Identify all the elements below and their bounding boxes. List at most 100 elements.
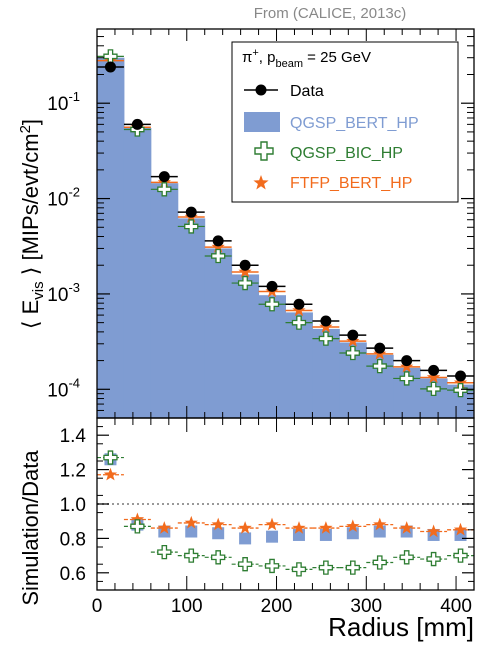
ftfp-point	[400, 359, 414, 373]
ratio-bert-point	[212, 527, 225, 540]
bic-point	[264, 297, 280, 312]
x-tick-label: 200	[261, 596, 293, 617]
bic-point	[426, 381, 441, 397]
bottom-y-axis-label: Simulation/Data	[18, 450, 43, 606]
data-point	[266, 280, 278, 292]
data-point	[428, 364, 440, 376]
x-tick-label: 0	[92, 596, 103, 617]
ratio-ftfp-point	[373, 517, 387, 531]
legend-label-bic: QGSP_BIC_HP	[290, 145, 403, 162]
top-y-tick-label: 10-4	[47, 375, 80, 401]
legend-entry-bert: QGSP_BERT_HP	[244, 112, 419, 132]
bert-bin	[258, 295, 286, 418]
ratio-ftfp-point	[346, 519, 360, 532]
legend-label-bert: QGSP_BERT_HP	[290, 115, 419, 132]
ratio-bic-point	[103, 450, 118, 465]
ratio-ftfp-point	[453, 522, 468, 536]
ratio-bert-point	[239, 532, 252, 545]
ratio-ftfp-point	[265, 517, 279, 531]
bic-point	[184, 219, 199, 234]
data-point	[293, 298, 305, 310]
ratio-bic-point	[184, 548, 199, 563]
x-axis-label: Radius [mm]	[328, 612, 474, 642]
ratio-bic-point	[399, 550, 414, 565]
ratio-bic-point	[372, 555, 387, 570]
ratio-ftfp-point	[211, 517, 225, 531]
data-point	[347, 329, 359, 341]
data-point	[185, 206, 197, 218]
ratio-bic-point	[345, 560, 360, 575]
ftfp-point	[453, 375, 468, 389]
x-tick-label: 400	[440, 596, 472, 617]
data-point	[158, 171, 170, 183]
bert-bin	[97, 57, 125, 418]
data-point	[212, 235, 224, 247]
ratio-bert-point	[266, 530, 279, 543]
ratio-bic-point	[264, 558, 280, 574]
bottom-y-tick-label: 0.8	[60, 529, 86, 550]
ratio-bic-point	[426, 551, 441, 567]
bic-point	[211, 248, 226, 264]
legend: π+, pbeam = 25 GeV Data QGSP_BERT_HP QGS…	[231, 41, 459, 203]
data-point	[320, 315, 332, 327]
top-y-axis-label: ⟨ Evis ⟩ [MIPs/evt/cm2]	[17, 119, 47, 329]
ftfp-point	[426, 370, 441, 384]
bottom-y-tick-label: 1.2	[60, 461, 86, 482]
data-point	[131, 118, 143, 130]
bic-point	[157, 182, 172, 197]
legend-star-ftfp	[253, 175, 269, 190]
data-point	[374, 342, 386, 354]
ratio-bic-point	[211, 550, 226, 565]
bic-point	[237, 275, 253, 291]
data-point	[104, 61, 116, 73]
ratio-ftfp-point	[319, 521, 333, 534]
bottom-y-tick-label: 1.0	[60, 495, 86, 516]
data-point	[401, 355, 413, 367]
legend-label-ftfp: FTFP_BERT_HP	[290, 175, 412, 192]
data-point	[239, 259, 251, 271]
legend-entry-ftfp: FTFP_BERT_HP	[253, 175, 412, 192]
ratio-ftfp-point	[103, 467, 118, 481]
ratio-bic-point	[291, 562, 307, 577]
ratio-bic-point	[318, 560, 334, 575]
ratio-ftfp-point	[130, 512, 145, 526]
ftfp-point	[238, 265, 252, 278]
ratio-ftfp-point	[400, 521, 414, 534]
ratio-bic-point	[130, 519, 145, 534]
ratio-ftfp-point	[292, 521, 306, 534]
ratio-bic-point	[157, 545, 172, 560]
bic-point	[345, 345, 360, 361]
bert-bin	[150, 183, 179, 418]
top-y-tick-label: 10-2	[47, 185, 80, 211]
x-tick-label: 100	[171, 596, 203, 617]
bic-point	[372, 358, 387, 374]
bottom-y-tick-label: 1.4	[60, 426, 87, 447]
ftfp-point	[211, 240, 225, 253]
ratio-ftfp-point	[157, 521, 171, 534]
ratio-bic-point	[237, 557, 253, 572]
top-markers	[97, 49, 474, 398]
bic-point	[399, 371, 414, 386]
top-y-tick-label: 10-1	[47, 89, 80, 115]
ratio-ftfp-point	[238, 521, 252, 534]
bert-bin	[231, 274, 260, 418]
ratio-bert-point	[185, 525, 198, 538]
bic-point	[453, 382, 468, 398]
ratio-ftfp-point	[426, 524, 441, 538]
ratio-ftfp-point	[184, 515, 198, 529]
legend-entry-data: Data	[244, 83, 324, 100]
x-tick-label: 300	[350, 596, 382, 617]
ftfp-point	[292, 303, 306, 317]
legend-header: π+, pbeam = 25 GeV	[242, 47, 371, 70]
bic-point	[291, 315, 307, 330]
bic-point	[318, 331, 334, 346]
top-axes: 10-1 10-2 10-3 10-4	[47, 28, 475, 419]
bottom-axes: 0.6 0.8 1.0 1.2 1.4 0 100 200 300 400	[60, 417, 475, 617]
top-bert-histogram	[97, 57, 475, 418]
legend-label-data: Data	[290, 83, 324, 100]
bert-bin	[123, 127, 152, 418]
bottom-markers	[97, 450, 474, 577]
bottom-y-tick-label: 0.6	[60, 564, 86, 585]
top-y-tick-label: 10-3	[47, 280, 80, 306]
bert-bin	[285, 312, 313, 418]
